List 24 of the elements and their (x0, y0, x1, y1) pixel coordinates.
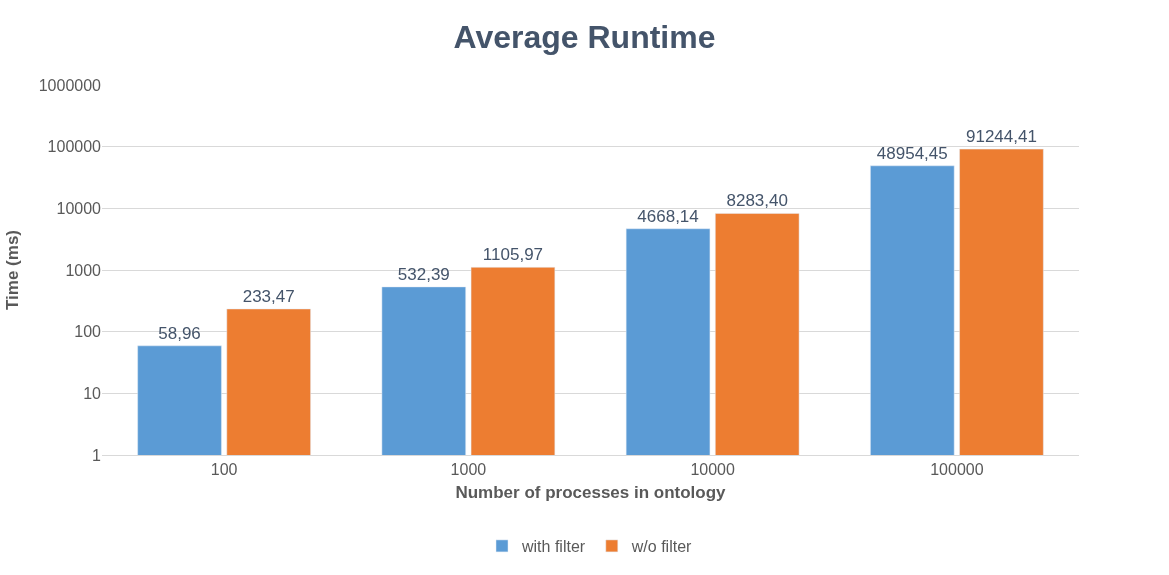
data-label: 532,39 (397, 264, 450, 284)
data-label: 8283,40 (726, 191, 788, 211)
x-tick-label: 100 (210, 461, 238, 479)
data-label: 1105,97 (482, 245, 544, 265)
y-tick-label: 1000000 (38, 76, 102, 94)
y-tick-label: 10000 (56, 199, 102, 217)
x-tick-label: 1000 (450, 461, 487, 479)
data-label: 91244,41 (966, 127, 1037, 147)
x-tick-label: 100000 (930, 461, 984, 479)
y-tick-label: 100000 (47, 138, 102, 156)
data-label: 4668,14 (637, 206, 699, 226)
y-tick-label: 1 (92, 446, 102, 464)
y-axis-title: Time (ms) (3, 230, 23, 310)
legend-label: with filter (521, 538, 586, 556)
data-label: 233,47 (242, 286, 295, 306)
legend-label: w/o filter (630, 538, 693, 556)
x-tick-label: 10000 (690, 461, 735, 479)
data-label: 58,96 (158, 323, 201, 343)
y-tick-label: 10 (83, 384, 102, 402)
data-label: 48954,45 (876, 143, 948, 163)
y-tick-label: 100 (74, 323, 102, 341)
x-axis-title: Number of processes in ontology (455, 482, 727, 502)
y-tick-label: 1000 (65, 261, 102, 279)
chart-title: Average Runtime (453, 19, 716, 56)
